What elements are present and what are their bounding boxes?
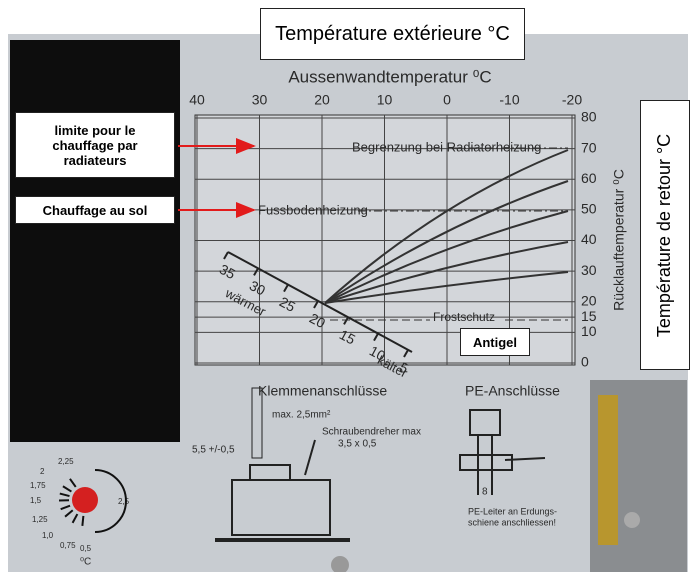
scale-label: 25 [277, 293, 298, 315]
heating-curve [324, 210, 569, 304]
wire-drawing [251, 387, 263, 459]
pe-note: PE-Leiter an Erdungs- [468, 506, 557, 516]
dial-knob [72, 487, 98, 513]
screw [331, 556, 349, 572]
dial-label: 2,5 [118, 497, 130, 506]
scale-tick [403, 349, 409, 358]
dial-tick [64, 509, 74, 518]
terminal-drawing [231, 439, 331, 536]
frost-label: Frostschutz [433, 310, 495, 324]
radiator-label: Begrenzung bei Radiatorheizung [352, 139, 541, 154]
pe-width: 8 [482, 487, 488, 498]
y-axis-title: Rücklauftemperatur ⁰C [611, 169, 627, 311]
dial-unit: ⁰C [80, 557, 91, 568]
x-tick-label: 40 [189, 92, 205, 108]
heating-curves [324, 149, 569, 304]
y-tick-label: 20 [581, 292, 597, 308]
y-tick-label: 50 [581, 201, 597, 217]
scale-label: 10 [367, 342, 388, 364]
y-tick-label: 80 [581, 109, 597, 125]
coil [598, 395, 618, 545]
dial-tick [81, 515, 85, 526]
display-window [10, 40, 180, 442]
dial-label: 0,75 [60, 541, 76, 550]
annotation-box: Température extérieure °C [260, 8, 525, 60]
dial-tick [62, 485, 72, 493]
x-tick-label: 0 [443, 92, 451, 108]
screwdriver-label: Schraubendreher max [322, 427, 421, 438]
dial-tick [60, 504, 71, 511]
dial-arc [94, 469, 127, 533]
heating-curve [324, 271, 569, 304]
dial-label: 1,75 [30, 481, 46, 490]
y-tick-label: 0 [581, 354, 589, 370]
heating-curve [324, 241, 569, 304]
annotation-box: Antigel [460, 328, 530, 356]
y-tick-label: 15 [581, 308, 597, 324]
scale-tick [313, 300, 319, 309]
dial-label: 2 [40, 467, 45, 476]
annotation-text: Température de retour °C [654, 133, 675, 337]
scale-tick [283, 284, 289, 293]
scale-tick [343, 316, 349, 325]
y-tick-label: 10 [581, 323, 597, 339]
heating-curve [324, 149, 569, 304]
dial-label: 1,5 [30, 496, 42, 505]
dial-tick [71, 513, 79, 524]
x-tick-label: 10 [377, 92, 393, 108]
scale-tick [223, 251, 229, 260]
y-tick-label: 40 [581, 231, 597, 247]
screwdriver-size: 3,5 x 0,5 [338, 439, 377, 450]
scale-label: 30 [247, 277, 268, 299]
annotation-box: limite pour le chauffage par radiateurs [15, 112, 175, 178]
scale-tick [373, 333, 379, 342]
heating-curve [324, 180, 569, 304]
diagram-title: Aussenwandtemperatur ⁰C [288, 67, 491, 86]
terminals-title: Klemmenanschlüsse [258, 383, 387, 399]
scale-line [227, 251, 413, 353]
x-tick-label: 20 [314, 92, 330, 108]
scale-label: 15 [337, 326, 358, 348]
strip-label: 5,5 +/-0,5 [192, 445, 235, 456]
pe-title: PE-Anschlüsse [465, 383, 560, 399]
floor-label: Fussbodenheizung [258, 202, 368, 217]
y-tick-label: 70 [581, 139, 597, 155]
scale-label: 20 [307, 310, 328, 332]
pe-drawing [459, 409, 546, 495]
dial-tick [69, 478, 77, 488]
x-tick-label: 30 [252, 92, 268, 108]
annotation-box: Température de retour °C [640, 100, 690, 370]
dial-label: 2,25 [58, 457, 74, 466]
dial-label: 0,5 [80, 544, 92, 553]
x-tick-label: -10 [499, 92, 519, 108]
screw [624, 512, 640, 528]
dial-tick [59, 492, 70, 498]
y-tick-label: 30 [581, 262, 597, 278]
dial-label: 1,0 [42, 531, 54, 540]
dial-label: 1,25 [32, 515, 48, 524]
y-tick-label: 60 [581, 170, 597, 186]
scale-tick [253, 267, 259, 276]
pe-note: schiene anschliessen! [468, 517, 556, 527]
x-tick-label: -20 [562, 92, 582, 108]
wire-label: max. 2,5mm² [272, 410, 331, 421]
scale-label: 35 [217, 261, 238, 283]
annotation-box: Chauffage au sol [15, 196, 175, 224]
